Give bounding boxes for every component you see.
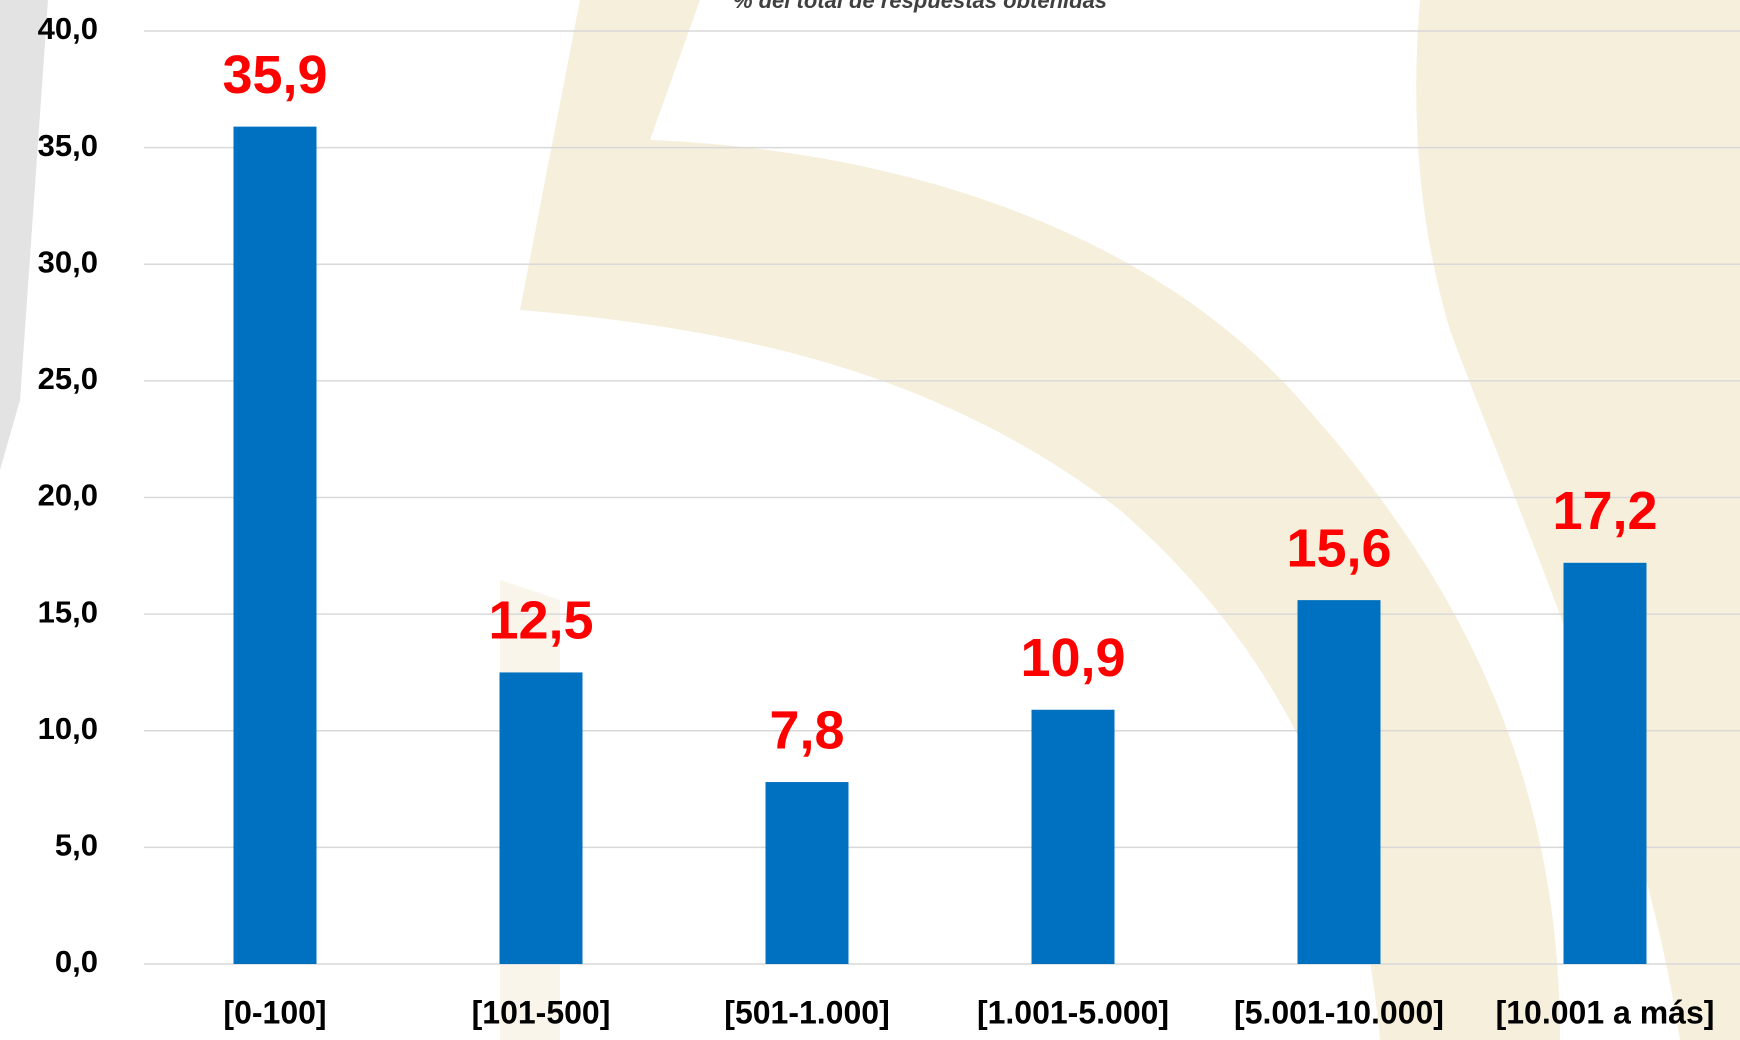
value-label: 15,6 [1286,518,1391,578]
bar [499,672,583,964]
bar [1031,709,1115,964]
x-tick-label: [101-500] [472,994,611,1030]
subtitle: % del total de respuestas obtenidas [733,0,1107,13]
y-tick-label: 25,0 [38,361,98,396]
y-tick-label: 40,0 [38,11,98,46]
x-tick-label: [0-100] [223,994,326,1030]
x-tick-label: [5.001-10.000] [1234,994,1444,1030]
x-tick-label: [501-1.000] [724,994,889,1030]
bar [1563,562,1647,964]
y-tick-label: 10,0 [38,711,98,746]
value-label: 7,8 [769,700,844,760]
bar [1297,600,1381,964]
y-tick-label: 0,0 [55,944,98,979]
y-tick-label: 5,0 [55,828,98,863]
y-tick-label: 35,0 [38,128,98,163]
x-tick-label: [10.001 a más] [1496,994,1715,1030]
y-tick-label: 15,0 [38,594,98,629]
y-tick-label: 30,0 [38,244,98,279]
value-label: 17,2 [1552,481,1657,541]
value-label: 35,9 [222,45,327,105]
x-tick-label: [1.001-5.000] [977,994,1169,1030]
bar [765,782,849,964]
value-label: 10,9 [1020,628,1125,688]
value-label: 12,5 [488,591,593,651]
bar [233,126,317,964]
y-tick-label: 20,0 [38,478,98,513]
